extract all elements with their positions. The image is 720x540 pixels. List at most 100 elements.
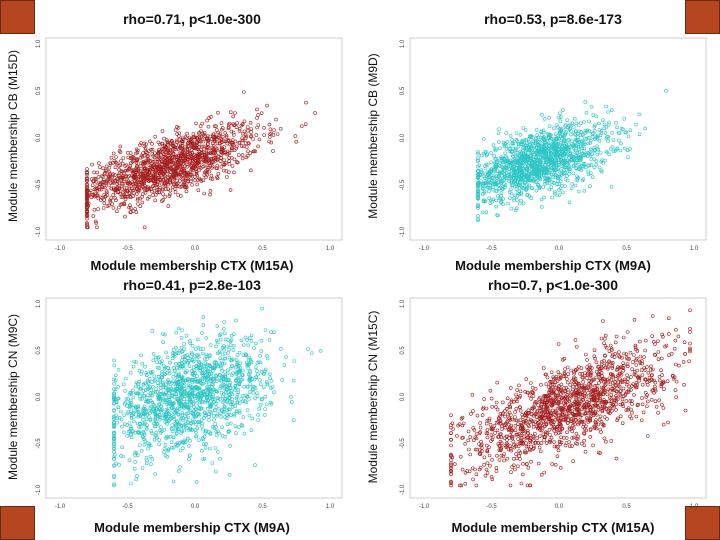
y-tick-label: -1.0: [36, 484, 42, 495]
data-point: [234, 125, 239, 129]
data-point: [107, 203, 111, 208]
data-point: [195, 143, 199, 148]
data-point: [239, 144, 244, 148]
slide-corner-top-left: [0, 0, 35, 34]
data-point: [103, 168, 108, 173]
x-tick-label: 0.5: [258, 246, 267, 252]
data-point: [228, 188, 233, 192]
y-tick-label: 0.0: [400, 392, 406, 401]
data-point: [93, 219, 98, 224]
data-point: [254, 133, 259, 137]
data-point: [245, 125, 250, 129]
data-point: [181, 137, 185, 142]
x-tick-label: 0.0: [191, 246, 200, 252]
chart-title: rho=0.53, p=8.6e-173: [484, 11, 622, 27]
data-point: [242, 129, 247, 134]
data-point: [126, 175, 130, 179]
data-point: [143, 191, 148, 195]
data-point: [98, 165, 102, 169]
data-point: [256, 144, 260, 149]
data-point: [151, 159, 155, 164]
data-point: [185, 131, 189, 136]
y-axis-label: Module membership CN (M9C): [6, 314, 20, 480]
y-tick-label: 1.0: [36, 39, 42, 48]
data-point: [113, 179, 117, 183]
data-point: [183, 164, 187, 169]
data-point: [85, 221, 89, 225]
data-point: [148, 139, 152, 144]
data-point: [126, 155, 131, 160]
y-tick-label: 0.5: [36, 86, 42, 95]
data-point: [104, 168, 109, 172]
data-point: [233, 111, 237, 115]
x-axis-label: Module membership CTX (M15A): [91, 258, 294, 273]
x-tick-label: -0.5: [486, 246, 497, 252]
data-point: [224, 135, 229, 139]
data-point: [262, 126, 266, 130]
data-point: [90, 183, 95, 187]
data-point: [235, 121, 239, 125]
data-point: [253, 149, 258, 154]
data-point: [174, 184, 178, 188]
data-point: [151, 193, 155, 197]
data-point: [177, 175, 181, 179]
data-point: [212, 124, 217, 128]
data-point: [114, 198, 118, 202]
data-point: [131, 188, 135, 193]
x-tick-label: 1.0: [326, 504, 335, 510]
data-point: [109, 181, 113, 185]
y-tick-label: 1.0: [400, 299, 406, 308]
data-point: [237, 127, 242, 131]
x-tick-label: -0.5: [122, 504, 133, 510]
data-point: [249, 168, 253, 173]
data-point: [274, 117, 278, 122]
data-point: [117, 181, 121, 186]
data-point: [135, 198, 140, 202]
data-point: [162, 136, 166, 141]
data-point: [265, 103, 269, 108]
data-point: [262, 133, 266, 137]
data-point: [118, 144, 123, 149]
data-point: [102, 198, 106, 202]
data-point: [235, 160, 239, 164]
data-point: [237, 153, 241, 157]
x-axis-label: Module membership CTX (M9A): [455, 258, 651, 273]
data-point: [293, 134, 298, 138]
data-point: [117, 174, 121, 178]
data-point: [118, 203, 123, 207]
data-point: [202, 131, 207, 135]
y-tick-label: 0.0: [36, 133, 42, 142]
y-axis-label: Module membership CB (M15D): [6, 50, 20, 222]
y-tick-label: -1.0: [400, 484, 406, 495]
data-point: [232, 133, 236, 137]
data-point: [130, 181, 135, 186]
data-point: [304, 100, 308, 105]
data-point: [233, 139, 238, 144]
y-tick-label: -1.0: [400, 226, 406, 237]
data-point: [259, 111, 264, 115]
data-point: [244, 136, 248, 141]
data-point: [194, 121, 198, 126]
x-tick-label: -1.0: [55, 246, 66, 252]
data-point: [117, 205, 121, 210]
scatter-points-M15: [85, 90, 317, 230]
y-tick-label: 0.5: [400, 86, 406, 95]
y-tick-label: 0.0: [36, 392, 42, 401]
data-point: [95, 225, 99, 230]
data-point: [230, 164, 235, 168]
data-point: [117, 171, 122, 176]
data-point: [136, 202, 140, 206]
data-point: [255, 107, 259, 112]
data-point: [195, 141, 199, 145]
data-point: [205, 167, 210, 172]
data-point: [134, 160, 139, 165]
data-point: [195, 182, 199, 187]
data-point: [249, 127, 254, 131]
data-point: [208, 192, 212, 197]
data-point: [200, 121, 204, 126]
data-point: [166, 204, 171, 208]
data-point: [147, 149, 151, 153]
data-point: [237, 129, 242, 133]
data-point: [206, 163, 211, 168]
